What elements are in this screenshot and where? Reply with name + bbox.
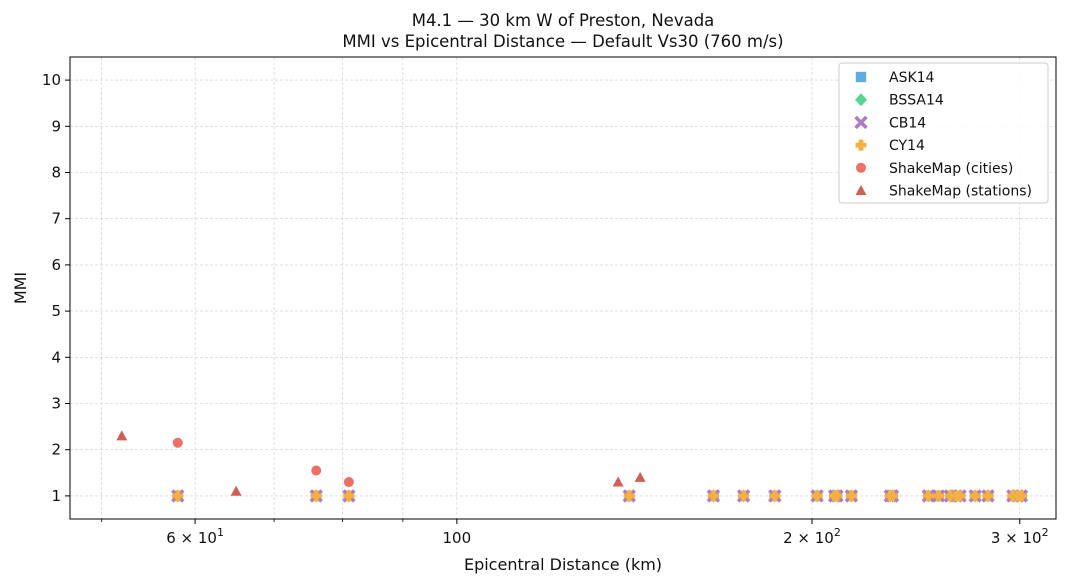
data-point xyxy=(845,490,857,502)
legend: ASK14 BSSA14 CB14 CY14 ShakeMap (cities) Shak… xyxy=(838,62,1049,204)
data-point xyxy=(634,471,646,482)
legend-label: CY14 xyxy=(889,138,925,154)
data-point xyxy=(831,490,843,502)
data-point xyxy=(172,490,184,502)
y-tick-label: 7 xyxy=(51,210,61,228)
y-tick-label: 3 xyxy=(51,395,61,413)
data-point xyxy=(707,490,719,502)
data-point xyxy=(623,490,635,502)
legend-marker xyxy=(855,71,867,83)
x-tick-label: 2 × 102 xyxy=(783,526,841,547)
x-tick-label: 3 × 102 xyxy=(991,526,1049,547)
y-tick-label: 6 xyxy=(51,256,61,274)
legend-item: BSSA14 xyxy=(855,93,944,109)
data-point xyxy=(172,437,183,448)
data-point xyxy=(343,477,354,488)
legend-marker xyxy=(855,139,867,151)
data-point xyxy=(944,490,956,502)
data-point xyxy=(954,490,966,502)
data-point xyxy=(738,490,750,502)
data-point xyxy=(311,465,322,476)
legend-label: BSSA14 xyxy=(889,93,944,109)
legend-item: CY14 xyxy=(855,138,925,154)
legend-marker xyxy=(854,115,868,130)
legend-item: ShakeMap (cities) xyxy=(856,161,1013,177)
data-point xyxy=(230,485,242,496)
legend-marker xyxy=(855,93,867,107)
data-point xyxy=(932,490,944,502)
chart-subtitle: MMI vs Epicentral Distance — Default Vs3… xyxy=(342,32,783,51)
data-point xyxy=(769,490,781,502)
legend-label: CB14 xyxy=(889,115,926,131)
plot-frame xyxy=(69,56,1057,520)
y-axis-label: MMI xyxy=(11,272,30,304)
series-cy14 xyxy=(172,490,1027,502)
legend-item: ASK14 xyxy=(855,70,935,86)
legend-marker xyxy=(855,185,867,195)
data-point xyxy=(969,490,981,502)
data-point xyxy=(811,490,823,502)
data-point xyxy=(1015,490,1027,502)
legend-item: ShakeMap (stations) xyxy=(855,184,1032,200)
legend-item: CB14 xyxy=(854,115,926,131)
legend-label: ShakeMap (cities) xyxy=(889,161,1013,177)
data-point xyxy=(886,490,898,502)
ticks: 1 2 3 4 5 6 7 8 9 10 6 × 101 100 2 × 102 3 × 102 xyxy=(42,71,1049,547)
y-tick-label: 9 xyxy=(51,117,61,135)
chart-title: M4.1 — 30 km W of Preston, Nevada xyxy=(412,11,715,30)
data-point xyxy=(116,430,128,441)
x-tick-label: 6 × 101 xyxy=(166,526,224,547)
data-point xyxy=(343,490,355,502)
y-tick-label: 4 xyxy=(51,348,61,366)
series-shakemap-cities xyxy=(172,437,354,488)
legend-box xyxy=(838,62,1049,204)
legend-marker xyxy=(856,162,866,173)
grid xyxy=(70,57,1056,519)
y-tick-label: 1 xyxy=(51,487,61,505)
data-point xyxy=(922,490,934,502)
y-tick-label: 2 xyxy=(51,441,61,459)
y-tick-label: 8 xyxy=(51,164,61,182)
y-tick-label: 5 xyxy=(51,302,61,320)
x-axis-label: Epicentral Distance (km) xyxy=(464,555,662,574)
y-tick-label: 10 xyxy=(42,71,61,89)
data-point xyxy=(310,490,322,502)
data-point xyxy=(982,490,994,502)
data-point xyxy=(612,476,624,487)
series-layer xyxy=(116,430,1029,503)
series-shakemap-stations xyxy=(116,430,646,496)
legend-label: ASK14 xyxy=(889,70,935,86)
legend-label: ShakeMap (stations) xyxy=(889,184,1032,200)
x-tick-label: 100 xyxy=(443,529,472,547)
